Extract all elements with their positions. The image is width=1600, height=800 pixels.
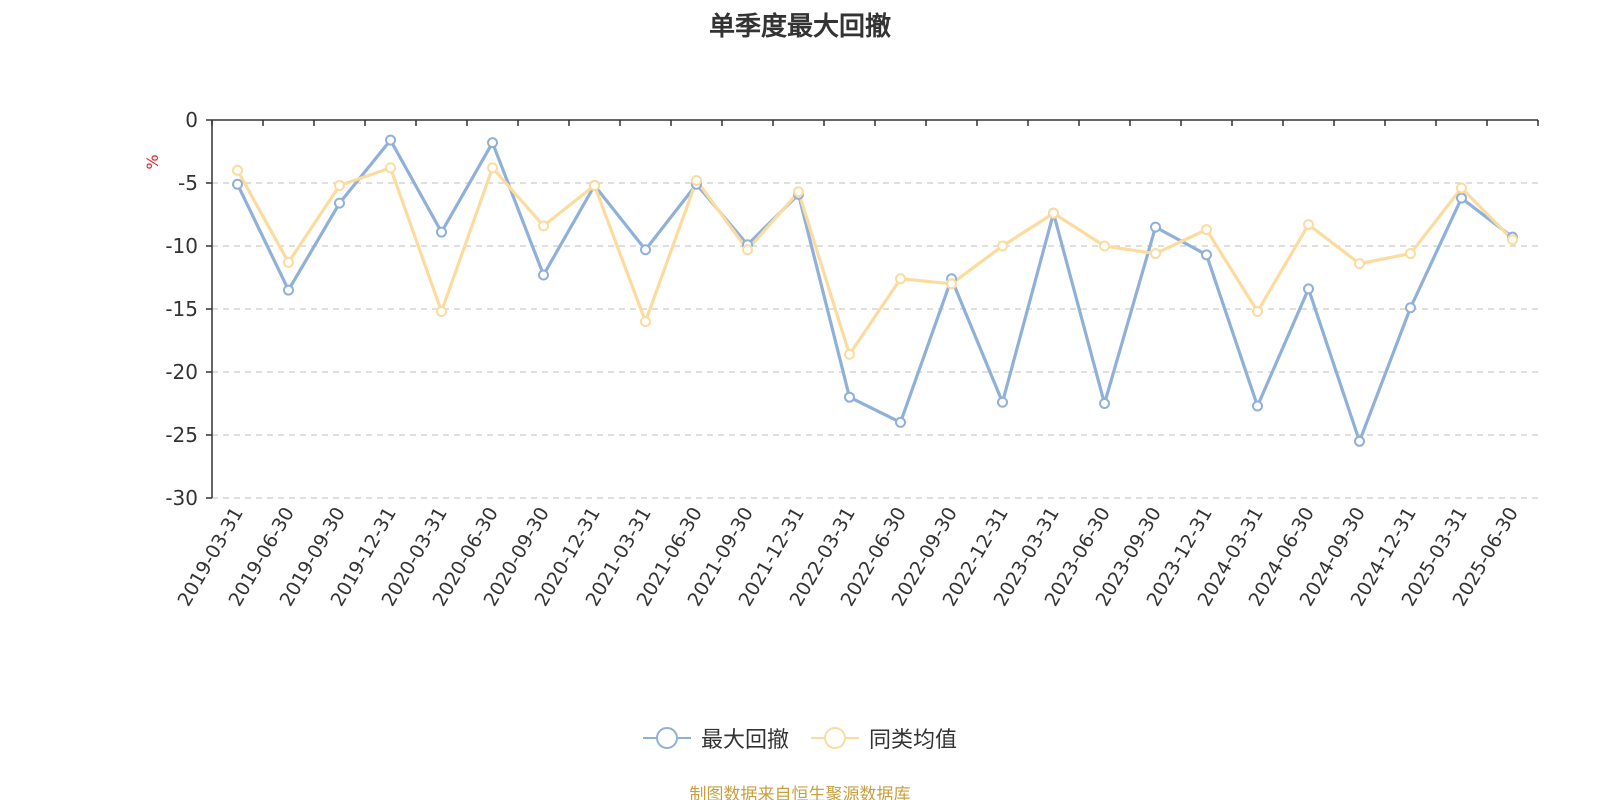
y-axis-unit-label: % [143, 154, 162, 169]
y-tick-label: -25 [165, 423, 198, 447]
data-point[interactable] [283, 284, 294, 296]
data-point[interactable] [1150, 221, 1161, 233]
data-point[interactable] [232, 178, 243, 190]
data-point[interactable] [487, 162, 498, 174]
y-tick-label: -5 [178, 171, 198, 195]
data-point[interactable] [232, 164, 243, 176]
data-point[interactable] [1201, 224, 1212, 236]
data-point[interactable] [1099, 240, 1110, 252]
series-lines [236, 138, 1514, 443]
y-tick-label: 0 [185, 108, 198, 132]
series-line-0 [236, 138, 1514, 443]
data-point[interactable] [640, 244, 651, 256]
data-point[interactable] [1507, 234, 1518, 246]
data-source-note: 制图数据来自恒生聚源数据库 [689, 785, 911, 800]
data-point[interactable] [1252, 400, 1263, 412]
data-point[interactable] [385, 134, 396, 146]
y-tick-label: -10 [165, 234, 198, 258]
data-point[interactable] [844, 391, 855, 403]
data-point[interactable] [283, 256, 294, 268]
data-point[interactable] [487, 137, 498, 149]
data-point[interactable] [1150, 248, 1161, 260]
data-points [232, 134, 1518, 447]
data-point[interactable] [1099, 398, 1110, 409]
legend: 最大回撤 同类均值 [0, 722, 1600, 754]
data-point[interactable] [436, 226, 447, 238]
data-point[interactable] [895, 416, 906, 428]
data-point[interactable] [1405, 302, 1416, 314]
legend-label: 最大回撤 [700, 728, 789, 753]
data-point[interactable] [997, 240, 1008, 252]
data-point[interactable] [1048, 207, 1059, 219]
legend-line-circle-icon [642, 727, 691, 749]
legend-label: 同类均值 [869, 728, 958, 753]
series-line-1 [236, 166, 1514, 356]
data-point[interactable] [997, 396, 1008, 408]
legend-item-peer-average[interactable]: 同类均值 [811, 722, 957, 754]
data-point[interactable] [385, 162, 396, 174]
data-point[interactable] [334, 197, 345, 209]
data-point[interactable] [1405, 248, 1416, 260]
data-point[interactable] [742, 244, 753, 256]
data-point[interactable] [538, 220, 549, 232]
data-point[interactable] [1303, 219, 1314, 231]
legend-line-circle-icon [811, 727, 859, 749]
chart-title: 单季度最大回撤 [708, 12, 891, 42]
y-tick-label: -20 [165, 360, 198, 384]
grid-lines [212, 182, 1538, 499]
data-point[interactable] [1456, 182, 1467, 194]
data-point[interactable] [334, 180, 345, 192]
y-tick-label: -30 [165, 486, 198, 510]
data-point[interactable] [895, 273, 906, 285]
legend-item-max-drawdown[interactable]: 最大回撤 [642, 722, 789, 754]
data-point[interactable] [793, 186, 804, 198]
data-point[interactable] [1303, 283, 1314, 295]
data-point[interactable] [844, 348, 855, 360]
data-point[interactable] [538, 269, 549, 281]
data-point[interactable] [1252, 306, 1263, 318]
data-point[interactable] [1201, 249, 1212, 261]
y-tick-label: -15 [165, 297, 198, 321]
data-point[interactable] [436, 306, 447, 318]
data-point[interactable] [946, 278, 957, 290]
data-point[interactable] [691, 174, 702, 186]
data-point[interactable] [1354, 258, 1365, 270]
data-point[interactable] [1354, 435, 1365, 447]
data-point[interactable] [1456, 192, 1467, 204]
data-point[interactable] [589, 180, 600, 192]
data-point[interactable] [640, 316, 651, 328]
